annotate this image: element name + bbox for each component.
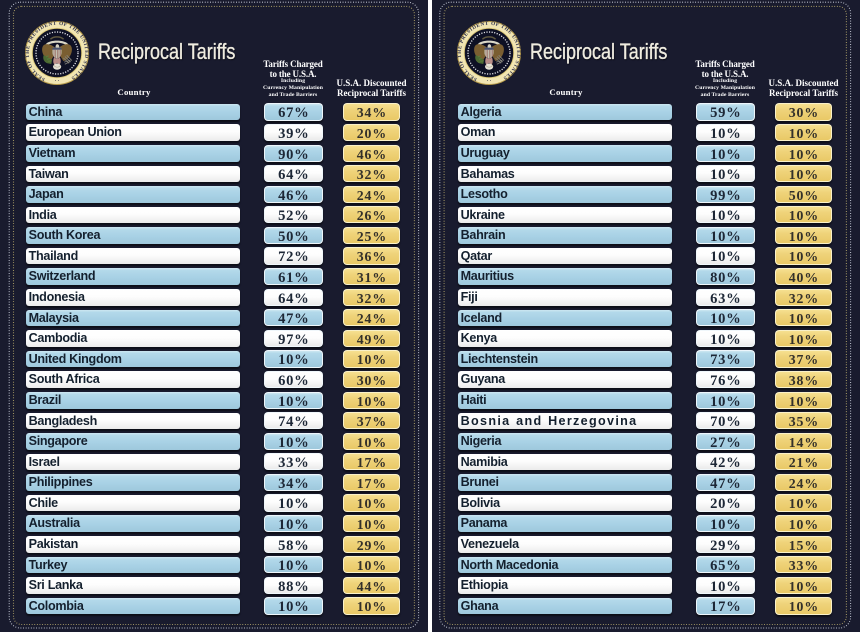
- svg-text:· ·: · ·: [55, 79, 60, 84]
- svg-text:· ·: · ·: [487, 79, 492, 84]
